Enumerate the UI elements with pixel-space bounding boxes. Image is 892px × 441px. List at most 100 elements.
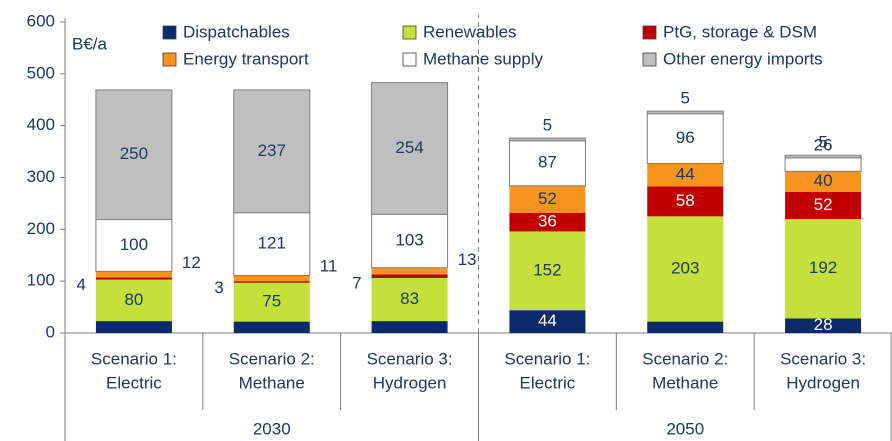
- value-label: 7: [352, 274, 361, 293]
- value-label: 254: [395, 138, 423, 157]
- x-tick-label: Scenario 1:: [91, 349, 177, 368]
- bar-segment: [233, 281, 310, 283]
- value-label: 13: [458, 250, 477, 269]
- bar-segment: [784, 154, 862, 159]
- x-tick-label: Hydrogen: [373, 373, 447, 392]
- bar-segment: [785, 318, 862, 333]
- bar-segment: [508, 140, 586, 187]
- value-label: 96: [676, 128, 695, 147]
- x-tick-label: Scenario 2:: [642, 349, 728, 368]
- bar-segment: [647, 186, 724, 217]
- bar-segment: [371, 274, 448, 279]
- group-label: 2050: [666, 419, 704, 438]
- legend-swatch: [642, 52, 657, 67]
- bar-segment: [508, 137, 586, 142]
- bar-segment: [785, 218, 862, 319]
- x-tick-label: Methane: [239, 373, 305, 392]
- x-tick-label: Methane: [652, 373, 718, 392]
- legend-label: Dispatchables: [183, 22, 290, 41]
- bar-segment: [233, 212, 311, 276]
- x-tick-label: Electric: [106, 373, 162, 392]
- y-tick-label: 500: [27, 63, 55, 82]
- bar-segment: [95, 279, 172, 322]
- legend-swatch: [162, 25, 177, 40]
- bar-segment: [785, 171, 862, 193]
- bar-segment: [371, 278, 448, 322]
- value-label: 26: [814, 135, 833, 154]
- legend-swatch: [642, 25, 657, 40]
- value-label: 52: [538, 189, 557, 208]
- value-label: 52: [814, 195, 833, 214]
- group-label: 2030: [253, 419, 291, 438]
- bar-segment: [509, 231, 586, 311]
- value-label: 192: [809, 258, 837, 277]
- bar-segment: [371, 82, 449, 215]
- x-tick-label: Hydrogen: [786, 373, 860, 392]
- value-label: 152: [533, 260, 561, 279]
- x-tick-label: Scenario 3:: [780, 349, 866, 368]
- bar-segment: [509, 185, 586, 213]
- y-tick-label: 0: [46, 322, 55, 341]
- value-label: 250: [120, 144, 148, 163]
- value-label: 5: [818, 133, 827, 152]
- y-tick-label: 300: [27, 167, 55, 186]
- value-label: 28: [814, 315, 833, 334]
- legend-swatch: [402, 52, 417, 67]
- value-label: 87: [538, 153, 557, 172]
- legend-label: Methane supply: [423, 49, 544, 68]
- value-label: 237: [258, 141, 286, 160]
- bar-segment: [646, 110, 724, 115]
- value-label: 80: [124, 290, 143, 309]
- x-tick-label: Scenario 1:: [504, 349, 590, 368]
- x-tick-label: Electric: [520, 373, 576, 392]
- value-label: 36: [538, 212, 557, 231]
- bar-segment: [95, 271, 172, 278]
- bar-segment: [647, 216, 724, 322]
- x-tick-label: Scenario 2:: [229, 349, 315, 368]
- x-tick-label: Scenario 3:: [367, 349, 453, 368]
- legend-label: PtG, storage & DSM: [663, 22, 817, 41]
- value-label: 121: [258, 234, 286, 253]
- value-label: 5: [681, 89, 690, 108]
- legend-swatch: [402, 25, 417, 40]
- bar-segment: [509, 212, 586, 232]
- legend-label: Other energy imports: [663, 49, 823, 68]
- bar-segment: [785, 192, 862, 219]
- value-label: 3: [214, 278, 223, 297]
- y-axis-label: B€/a: [72, 34, 108, 53]
- value-label: 203: [671, 258, 699, 277]
- bar-segment: [95, 277, 172, 280]
- y-tick-label: 200: [27, 219, 55, 238]
- bar-segment: [233, 282, 310, 322]
- y-tick-label: 100: [27, 271, 55, 290]
- bar-segment: [371, 213, 449, 269]
- value-label: 83: [400, 289, 419, 308]
- value-label: 11: [320, 257, 338, 276]
- bar-segment: [233, 275, 310, 282]
- value-label: 5: [543, 116, 552, 135]
- legend-label: Renewables: [423, 22, 517, 41]
- value-label: 103: [395, 230, 423, 249]
- value-label: 58: [676, 191, 695, 210]
- legend-label: Energy transport: [183, 49, 309, 68]
- bar-segment: [371, 321, 448, 333]
- bar-segment: [647, 163, 724, 187]
- bar-segment: [95, 89, 173, 220]
- legend-swatch: [162, 52, 177, 67]
- value-label: 44: [538, 311, 557, 330]
- bar-segment: [784, 157, 862, 172]
- y-tick-label: 400: [27, 115, 55, 134]
- value-label: 75: [262, 292, 281, 311]
- value-label: 12: [182, 253, 201, 272]
- bar-segment: [371, 267, 448, 275]
- value-label: 40: [814, 171, 833, 190]
- bar-segment: [95, 321, 172, 333]
- bar-segment: [233, 89, 311, 214]
- y-tick-label: 600: [27, 11, 55, 30]
- bar-segment: [95, 218, 173, 272]
- value-label: 44: [676, 164, 695, 183]
- bar-segment: [647, 321, 724, 333]
- bar-segment: [509, 310, 586, 333]
- bar-segment: [233, 321, 310, 333]
